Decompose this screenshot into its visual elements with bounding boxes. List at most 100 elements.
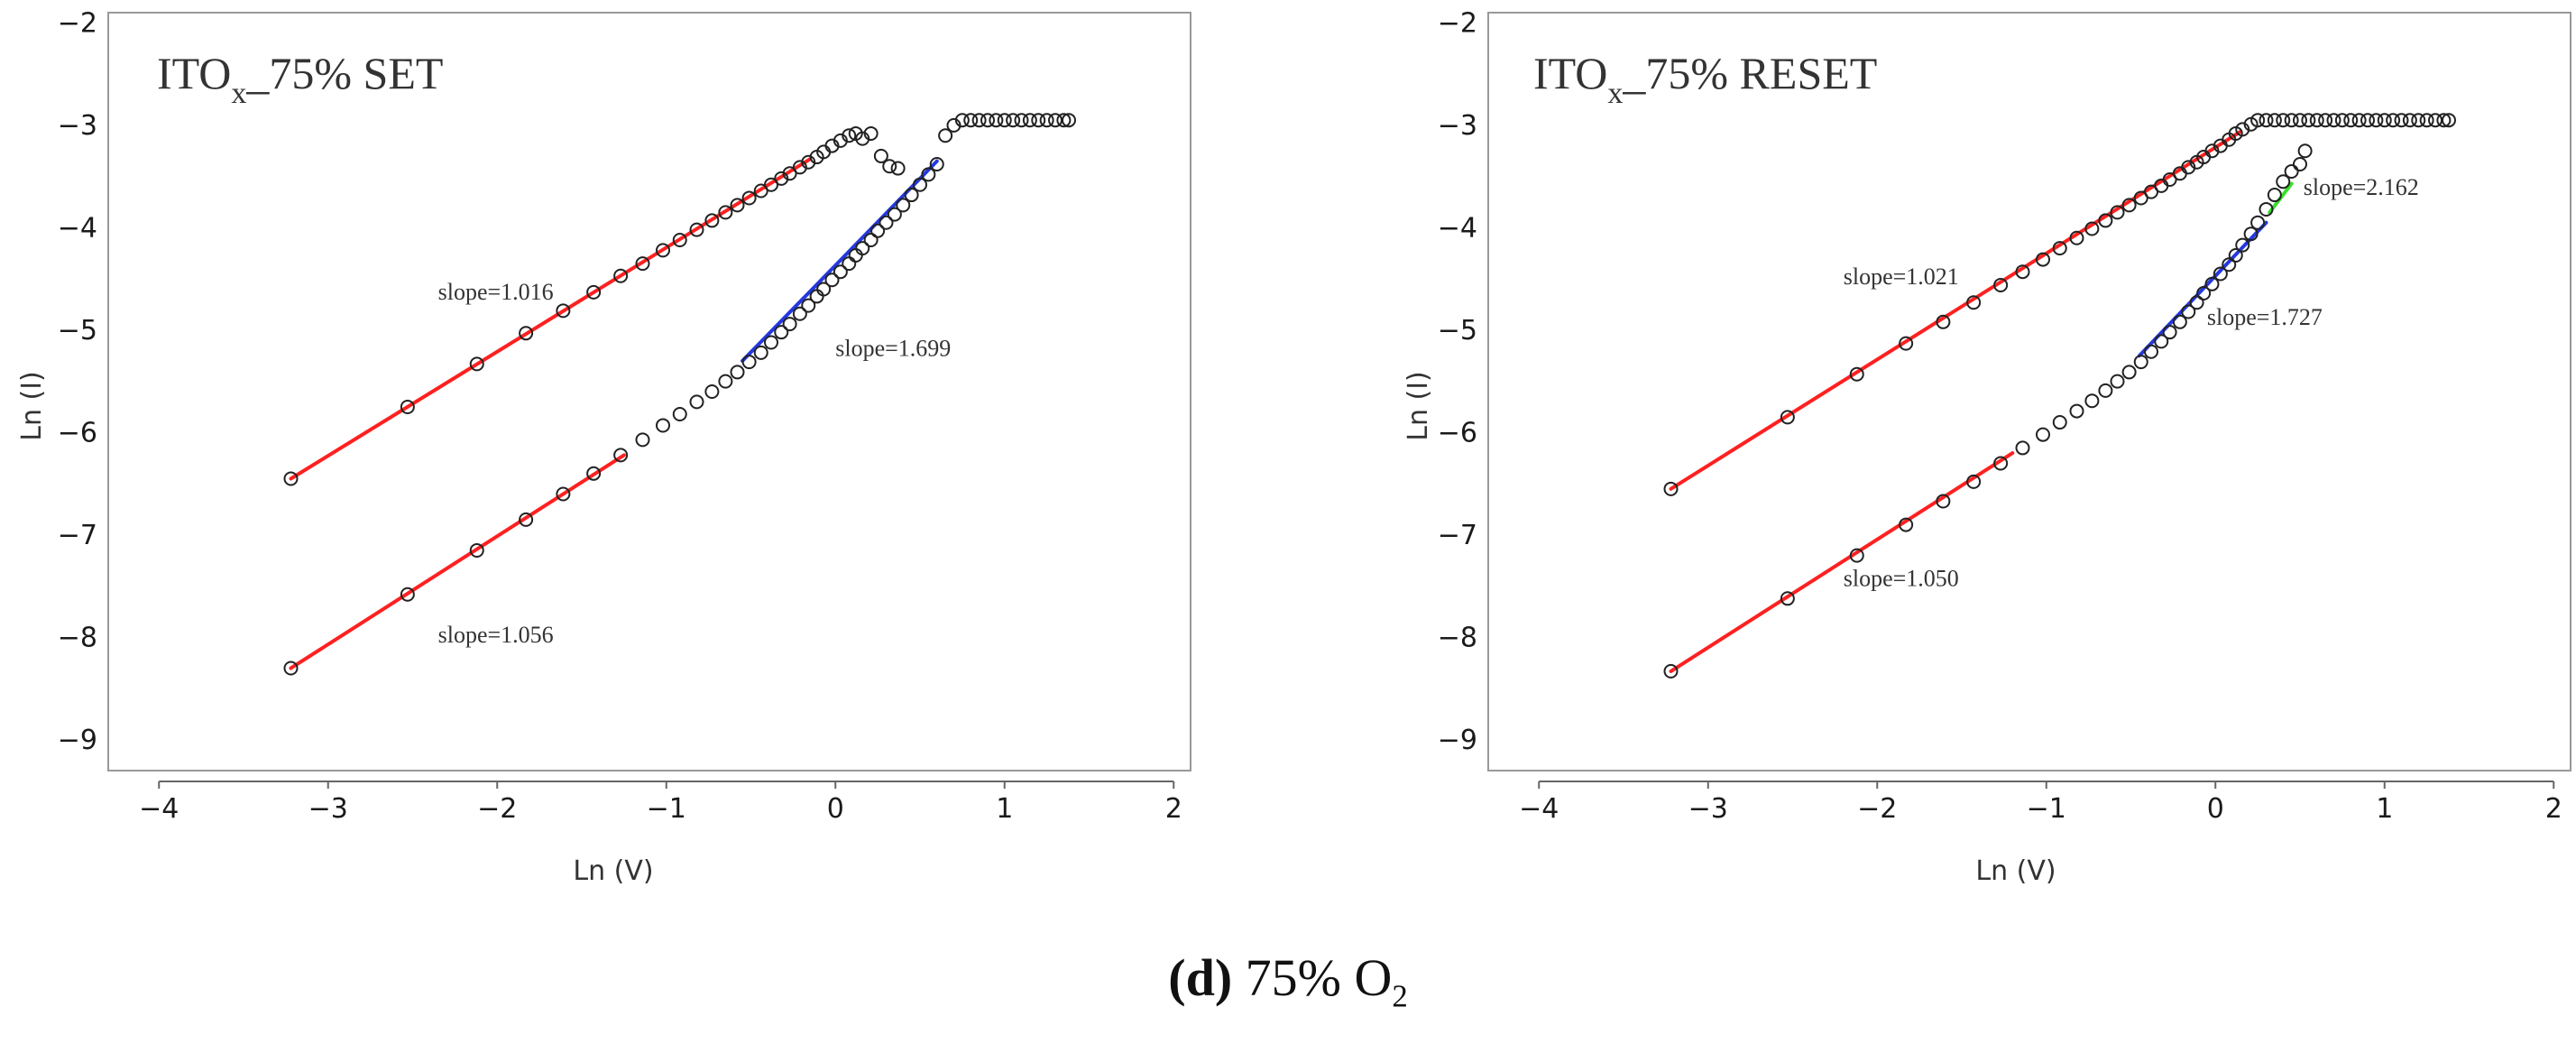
data-point (741, 190, 757, 206)
data-point (2351, 113, 2367, 128)
chart-reset-annotations: slope=1.021 slope=1.727 slope=2.162 slope=1… (1844, 174, 2419, 592)
data-point (2121, 198, 2137, 213)
data-point (704, 213, 720, 228)
data-point (904, 188, 919, 203)
x-tick-label: 1 (2376, 793, 2393, 825)
data-point (2250, 113, 2266, 128)
data-point (2301, 113, 2316, 128)
data-point (1006, 113, 1021, 128)
data-point (672, 233, 687, 247)
data-point (2442, 113, 2456, 128)
data-point (971, 113, 987, 128)
data-point (2052, 241, 2067, 256)
data-point (2276, 113, 2291, 128)
slope-annotation: slope=1.699 (835, 335, 951, 361)
y-tick-label: −7 (58, 520, 97, 551)
data-point (283, 661, 299, 676)
data-point (989, 113, 1004, 128)
data-point (2293, 157, 2307, 171)
y-tick-label: −9 (1438, 725, 1477, 756)
data-point (469, 542, 484, 558)
data-point (2133, 355, 2148, 370)
data-point (2259, 201, 2274, 217)
data-point (954, 113, 970, 128)
y-tick-label: −6 (58, 417, 97, 448)
chart-reset-axes: −4 −3 −2 −1 0 1 2 −2 −3 −4 −5 −6 −7 −8 −9 (1438, 7, 2562, 825)
data-point (2394, 113, 2409, 128)
caption-text: 75% O (1232, 948, 1393, 1007)
data-point (1022, 113, 1037, 128)
data-point (2235, 237, 2250, 253)
data-point (2162, 325, 2177, 340)
data-point (2369, 113, 2384, 128)
data-point (2181, 304, 2196, 319)
data-point (2228, 248, 2243, 263)
fit-line-red (1669, 451, 2015, 673)
data-point (672, 406, 687, 421)
data-point (2133, 190, 2148, 206)
slope-annotation: slope=1.727 (2207, 304, 2323, 330)
data-point (2334, 113, 2350, 128)
data-point (586, 466, 602, 481)
data-point (2284, 113, 2299, 128)
data-point (2259, 113, 2274, 128)
data-point (2144, 184, 2158, 199)
y-tick-label: −3 (58, 110, 97, 142)
data-point (753, 183, 768, 199)
data-point (1936, 314, 1951, 329)
data-point (873, 148, 888, 163)
chart-set-annotations: slope=1.016 slope=1.699 slope=1.056 (438, 279, 952, 648)
data-point (1014, 113, 1029, 128)
x-tick-label: −1 (2027, 793, 2066, 825)
data-point (2015, 264, 2030, 280)
data-point (519, 326, 534, 341)
data-point (855, 241, 870, 256)
chart-reset: ITOx_75% RESET −4 −3 −2 −1 0 1 2 −2 −3 −4 −5 −6 −7 −8… (1403, 7, 2571, 887)
chart-set-ylabel: Ln (I) (16, 371, 48, 441)
data-point (730, 365, 745, 380)
chart-set-frame (107, 12, 1191, 771)
data-point (2284, 163, 2299, 179)
x-tick-label: 0 (2207, 793, 2224, 825)
y-tick-label: −5 (1438, 315, 1477, 346)
x-tick-label: 1 (996, 793, 1013, 825)
x-tick-label: −2 (1857, 793, 1897, 825)
x-tick-label: −3 (1688, 793, 1728, 825)
x-tick-label: 2 (1165, 793, 1182, 825)
chart-set-points (283, 113, 1076, 676)
data-point (2098, 213, 2113, 228)
caption-paren-close: ) (1214, 948, 1233, 1007)
data-point (2386, 113, 2401, 128)
caption-letter: d (1185, 948, 1215, 1007)
data-point (2276, 174, 2291, 189)
data-point (1031, 113, 1046, 128)
chart-reset-points (1663, 113, 2456, 679)
data-point (283, 471, 299, 486)
data-point (2243, 226, 2259, 242)
data-point (2144, 344, 2158, 359)
y-tick-label: −4 (58, 212, 97, 244)
data-point (2172, 314, 2187, 329)
data-point (753, 345, 768, 360)
data-point (2222, 257, 2237, 273)
data-point (1663, 663, 1679, 679)
data-point (938, 128, 953, 143)
y-tick-label: −8 (58, 622, 97, 653)
data-point (774, 325, 789, 340)
data-point (2196, 286, 2212, 301)
data-point (556, 303, 571, 319)
y-tick-label: −7 (1438, 520, 1477, 551)
data-point (816, 282, 832, 297)
chart-reset-frame (1487, 12, 2571, 771)
data-point (2069, 403, 2084, 419)
data-point (2250, 215, 2266, 230)
data-point (2189, 295, 2204, 310)
fit-line-red (289, 157, 813, 481)
data-point (833, 264, 848, 280)
data-point (882, 159, 897, 174)
data-point (887, 207, 902, 222)
y-tick-label: −4 (1438, 212, 1477, 244)
y-tick-label: −3 (1438, 110, 1477, 142)
data-point (2402, 113, 2417, 128)
data-point (1993, 456, 2009, 471)
